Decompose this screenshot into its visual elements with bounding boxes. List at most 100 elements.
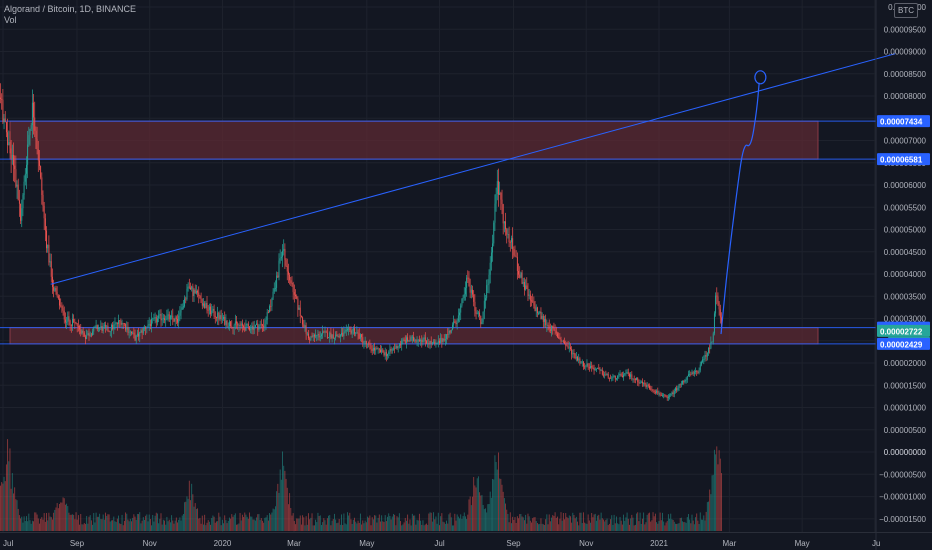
trend-line[interactable] (50, 53, 896, 285)
volume-bar (273, 509, 275, 531)
volume-bar (449, 512, 451, 531)
volume-bar (684, 521, 686, 531)
price-label[interactable]: 0.00002429 (877, 337, 930, 350)
candle-body (138, 333, 140, 337)
volume-bar (173, 523, 175, 531)
volume-bar (652, 512, 654, 531)
price-tick-label: 0.00002000 (884, 359, 927, 368)
candle-body (418, 339, 420, 342)
candle-body (210, 306, 212, 315)
candle-body (241, 323, 243, 326)
volume-bar (475, 487, 477, 531)
volume-bar (695, 517, 696, 531)
volume-bar (580, 512, 582, 531)
zone-support (9, 327, 819, 345)
candle-body (107, 325, 109, 331)
volume-bar (279, 469, 281, 531)
volume-bar (83, 523, 85, 531)
candle-body (374, 347, 376, 351)
volume-bar (98, 516, 99, 531)
volume-bar (380, 521, 381, 531)
candle-body (20, 203, 22, 221)
price-label[interactable]: 0.00007434 (877, 115, 930, 128)
symbol-title[interactable]: Algorand / Bitcoin, 1D, BINANCE (4, 4, 137, 14)
price-label[interactable]: 0.00006581 (877, 153, 930, 166)
volume-bar (682, 521, 684, 531)
candle-body (263, 325, 265, 328)
volume-bar (205, 525, 207, 531)
candle-body (645, 384, 647, 387)
volume-bar (258, 514, 260, 531)
volume-bar (375, 515, 377, 531)
candle-body (351, 330, 353, 334)
candle-body (564, 341, 566, 345)
candle-body (108, 330, 110, 332)
time-axis[interactable]: Jul Sep Nov 2020 Mar May Jul Sep Nov 2021 Mar May Ju (0, 532, 932, 549)
candle-body (606, 374, 608, 375)
volume-bar (10, 488, 12, 531)
candle-body (643, 382, 645, 384)
candle-body (380, 349, 381, 353)
candle-body (193, 289, 195, 297)
candle-body (660, 395, 662, 396)
volume-bar (164, 520, 165, 531)
volume-bar (60, 502, 62, 531)
volume-label[interactable]: Vol (4, 15, 17, 25)
volume-bar (489, 491, 491, 531)
candle-body (536, 307, 538, 314)
volume-bar (172, 520, 174, 531)
volume-bar (133, 514, 135, 531)
volume-bar (585, 523, 587, 531)
volume-bar (59, 503, 60, 531)
candle-body (605, 374, 607, 376)
candle-body (254, 324, 256, 328)
candle-body (551, 325, 553, 331)
candle-body (157, 318, 158, 323)
candle-body (336, 334, 338, 337)
volume-bar (105, 512, 106, 531)
volume-bar (480, 495, 482, 531)
volume-bar (639, 512, 641, 531)
volume-bar (167, 521, 169, 531)
candle-body (401, 340, 403, 345)
drawings[interactable] (50, 53, 896, 335)
candle-body (43, 205, 45, 219)
volume-bar (338, 519, 340, 531)
candle-body (518, 270, 519, 275)
candle-body (571, 348, 573, 355)
candle-body (685, 379, 687, 381)
price-label-text: 0.00002429 (880, 340, 923, 349)
volume-bar (647, 513, 649, 531)
volume-bar (686, 517, 688, 531)
volume-bar (654, 513, 656, 531)
volume-bar (171, 515, 173, 531)
volume-bar (356, 523, 358, 531)
volume-bar (611, 515, 613, 531)
target-circle[interactable] (754, 70, 767, 85)
currency-badge[interactable]: BTC (894, 3, 918, 18)
candle-body (337, 336, 339, 338)
volume-bar (633, 525, 635, 531)
volume-bar (533, 517, 535, 531)
projection-path[interactable] (720, 82, 760, 335)
candle-body (75, 322, 77, 324)
candle-body (313, 334, 315, 337)
candle-body (706, 352, 708, 357)
candle-body (578, 358, 580, 361)
candle-body (626, 372, 628, 373)
volume-bar (717, 464, 719, 531)
volume-bar (627, 518, 629, 531)
volume-bar (672, 519, 674, 531)
volume-bar (624, 520, 626, 531)
candle-body (666, 396, 668, 399)
candle-body (588, 367, 590, 369)
volume-bar (44, 521, 46, 531)
candle-body (532, 300, 534, 302)
volume-bar (217, 521, 219, 531)
candle-body (572, 353, 574, 355)
candle-body (487, 284, 489, 286)
volume-bar (393, 513, 394, 531)
candle-body (468, 277, 470, 287)
volume-bar (72, 514, 73, 531)
